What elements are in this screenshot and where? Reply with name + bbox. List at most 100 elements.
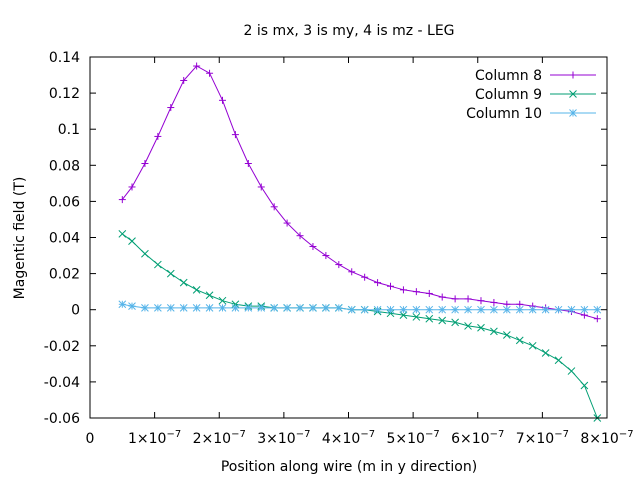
legend-entry: Column 9	[475, 87, 596, 103]
star-marker	[580, 305, 589, 314]
cross-marker	[218, 296, 227, 305]
plus-marker	[438, 293, 446, 301]
y-tick-label: 0.14	[49, 50, 80, 66]
cross-marker	[554, 356, 563, 365]
star-marker	[490, 305, 498, 314]
star-marker	[192, 304, 201, 312]
plot-frame	[89, 56, 608, 419]
star-marker	[373, 305, 382, 314]
series-column-10	[118, 300, 602, 314]
star-marker	[477, 305, 485, 314]
plus-marker	[128, 183, 136, 191]
star-marker	[270, 304, 279, 312]
y-tick-label: 0.1	[58, 122, 80, 138]
cross-marker	[154, 260, 162, 269]
x-tick-label-base: 8×10	[580, 431, 618, 447]
plus-marker	[244, 159, 252, 167]
cross-marker	[231, 300, 240, 309]
plus-marker	[141, 159, 149, 167]
star-marker	[296, 304, 304, 312]
star-marker	[541, 305, 550, 314]
star-marker	[528, 305, 537, 314]
x-tick-label: 0	[86, 431, 95, 447]
star-marker	[451, 305, 459, 314]
plus-marker	[231, 131, 239, 139]
cross-marker	[166, 269, 175, 278]
plus-marker	[167, 104, 175, 112]
x-tick-label-base: 5×10	[387, 431, 425, 447]
cross-marker	[179, 278, 188, 287]
plus-marker	[593, 315, 601, 323]
plus-marker	[206, 69, 214, 77]
plot-series	[118, 62, 602, 422]
star-marker	[322, 304, 330, 312]
plus-marker	[309, 243, 317, 251]
cross-marker	[412, 313, 421, 321]
x-tick-label-exponent: −7	[231, 429, 246, 440]
star-marker	[244, 304, 253, 312]
cross-marker	[464, 322, 472, 330]
plus-marker	[270, 203, 278, 211]
star-marker	[554, 305, 563, 314]
legend-label: Column 9	[475, 87, 542, 103]
y-tick-label: -0.02	[44, 339, 80, 355]
cross-marker	[580, 381, 589, 390]
plus-marker	[490, 298, 498, 306]
cross-marker	[118, 230, 127, 238]
axis-ticks: 0.14 0.12 0.1 0.08 0.06 0.04 0.02 0 -0.02 -0.04 -0…	[44, 50, 634, 447]
star-marker	[257, 304, 266, 312]
star-marker	[334, 304, 343, 312]
x-tick-label: 6×10−7	[451, 429, 504, 447]
plus-marker	[118, 196, 126, 204]
cross-marker	[399, 311, 408, 319]
plus-marker	[399, 286, 407, 294]
legend-label: Column 8	[475, 68, 542, 84]
star-marker	[567, 305, 576, 314]
cross-marker	[386, 309, 395, 318]
cross-marker	[425, 314, 434, 323]
plus-marker	[569, 71, 577, 79]
cross-marker	[515, 336, 524, 345]
x-tick-label-base: 7×10	[516, 431, 554, 447]
y-tick-label: 0.04	[49, 231, 80, 247]
y-tick-label: -0.04	[44, 375, 80, 391]
plus-marker	[180, 76, 188, 84]
plus-marker	[257, 183, 265, 191]
x-tick-label-base: 1×10	[128, 431, 166, 447]
star-marker	[502, 305, 511, 314]
cross-marker	[567, 367, 576, 375]
star-marker	[569, 109, 577, 117]
y-tick-label: 0.06	[49, 194, 80, 210]
star-marker	[218, 304, 227, 312]
legend-entry: Column 8	[475, 68, 596, 84]
plus-marker	[412, 288, 420, 296]
x-axis-label: Position along wire (m in y direction)	[221, 459, 477, 475]
star-marker	[399, 305, 408, 314]
x-tick-label: 7×10−7	[516, 429, 569, 447]
plus-marker	[218, 96, 226, 104]
cross-marker	[141, 249, 149, 258]
star-marker	[154, 304, 162, 312]
star-marker	[438, 305, 447, 314]
cross-marker	[128, 237, 136, 245]
cross-marker	[541, 349, 550, 357]
y-tick-label: 0.08	[49, 158, 80, 174]
star-marker	[464, 305, 472, 314]
plus-marker	[464, 295, 472, 303]
star-marker	[179, 304, 188, 312]
plus-marker	[335, 261, 343, 269]
cross-marker	[528, 341, 537, 350]
plus-marker	[387, 282, 395, 290]
cross-marker	[477, 323, 485, 332]
legend-entry: Column 10	[466, 106, 596, 122]
plus-marker	[425, 289, 433, 297]
x-tick-label: 2×10−7	[193, 429, 246, 447]
x-tick-label-exponent: −7	[490, 429, 505, 440]
x-tick-label-exponent: −7	[554, 429, 569, 440]
cross-marker	[192, 285, 201, 294]
plus-marker	[361, 273, 369, 281]
plus-marker	[374, 279, 382, 287]
plus-marker	[477, 297, 485, 305]
plus-marker	[154, 132, 162, 140]
x-tick-label-exponent: −7	[360, 429, 375, 440]
